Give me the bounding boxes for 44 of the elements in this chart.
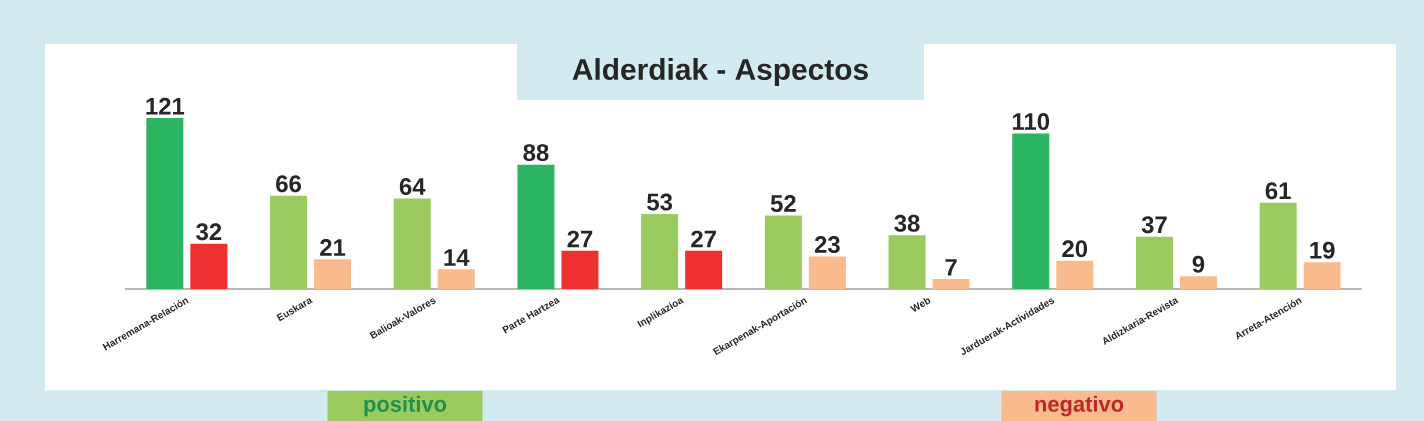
data-label: 20	[1062, 240, 1088, 258]
data-label: 38	[894, 214, 920, 232]
data-label: 53	[647, 193, 673, 211]
data-label: 88	[523, 144, 549, 162]
data-label: 14	[444, 249, 470, 266]
text: positivo	[364, 395, 447, 417]
data-label: 7	[945, 259, 957, 276]
bar	[888, 235, 926, 289]
data-label: 9	[1192, 255, 1205, 273]
bar	[1179, 276, 1217, 289]
text: negativo	[1035, 395, 1124, 417]
data-label: 110	[1012, 113, 1050, 131]
bar	[561, 250, 599, 289]
chart-title: Alderdiak - Aspectos	[572, 58, 868, 86]
bar	[1135, 236, 1173, 289]
bar	[270, 195, 308, 289]
data-label: 27	[567, 230, 593, 248]
bar	[1012, 133, 1050, 289]
bar	[437, 269, 475, 289]
bar	[932, 279, 970, 289]
bar	[685, 250, 723, 289]
data-label: 66	[276, 175, 301, 193]
data-label: 19	[1310, 241, 1335, 259]
data-label: 32	[196, 223, 222, 241]
bar	[808, 256, 846, 289]
bar	[764, 215, 802, 289]
data-label: 27	[691, 230, 716, 248]
data-label: 64	[399, 178, 426, 196]
data-label: 37	[1141, 216, 1167, 234]
bar	[393, 198, 431, 289]
bar	[641, 214, 679, 289]
data-label: 61	[1265, 182, 1291, 200]
x-tick-label: Web	[909, 297, 931, 312]
bar	[517, 164, 555, 289]
data-label: 121	[146, 97, 185, 115]
bar	[314, 259, 352, 289]
bar	[146, 118, 184, 289]
data-label: 23	[814, 236, 840, 253]
bar	[1056, 260, 1094, 289]
bar	[1303, 262, 1341, 289]
data-label: 21	[320, 239, 346, 256]
bar	[1259, 202, 1297, 289]
bar	[190, 243, 228, 289]
data-label: 52	[770, 195, 796, 212]
